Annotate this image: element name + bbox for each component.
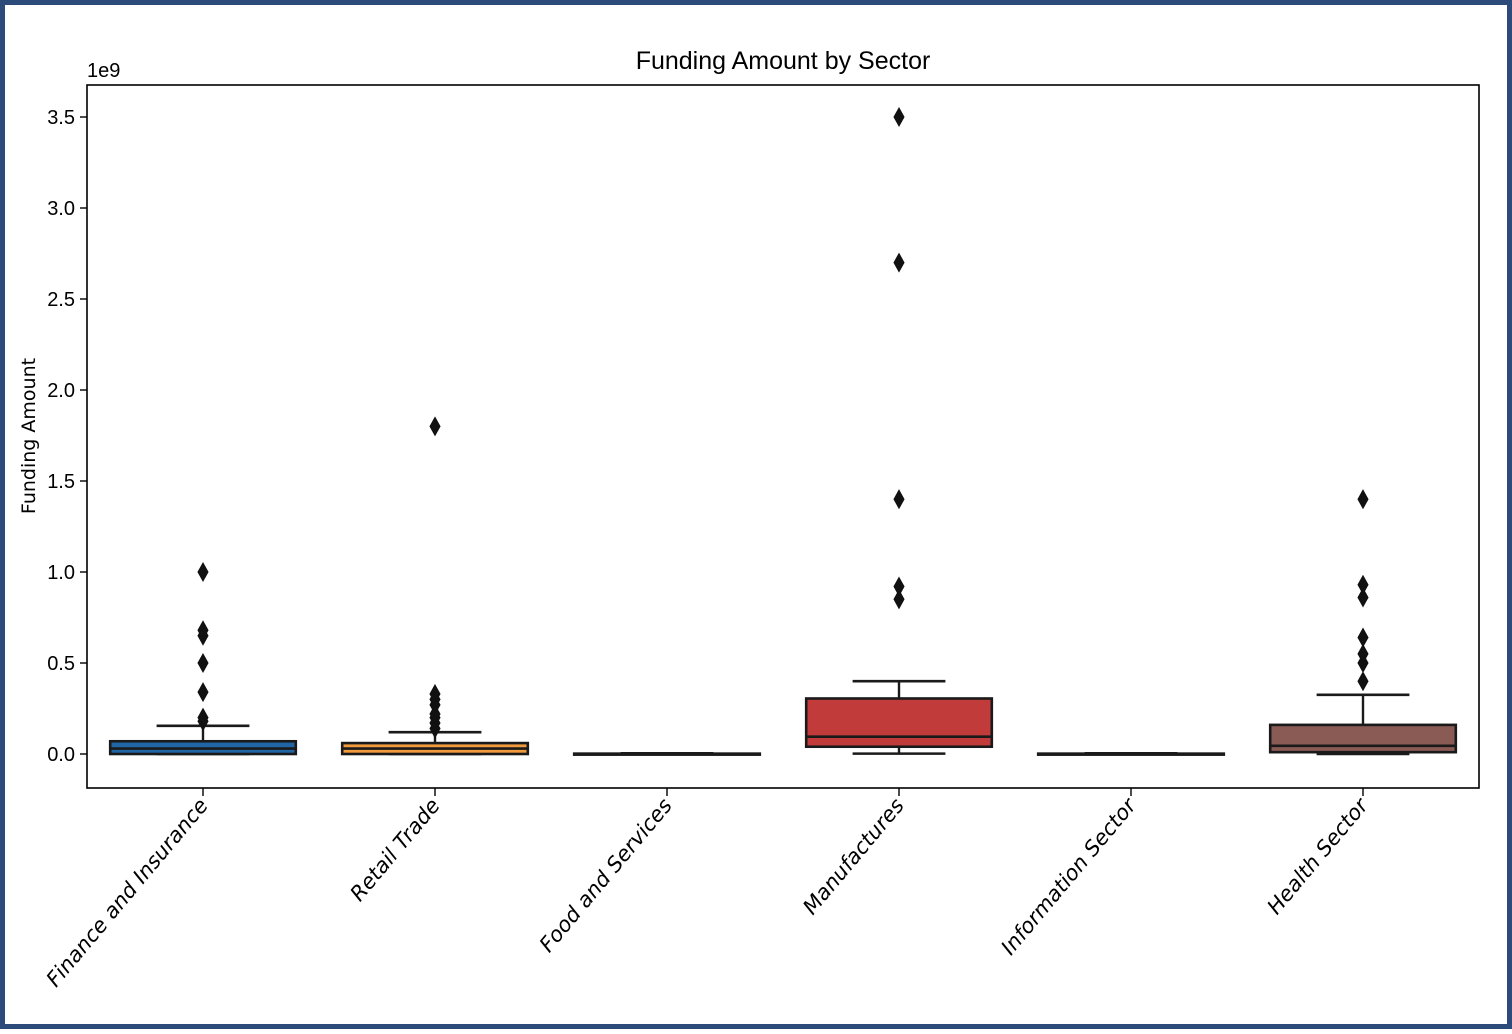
plot-area [86, 84, 1480, 789]
iqr-box [1268, 723, 1458, 754]
outlier-point [893, 589, 905, 610]
y-tick-label: 1.5 [47, 471, 75, 493]
y-tick-label: 2.5 [47, 289, 75, 311]
y-tick-label: 0.0 [47, 744, 75, 766]
box-health-sector [1268, 489, 1458, 756]
outlier-point [1357, 574, 1369, 595]
x-tick-label: Retail Trade [346, 794, 445, 906]
x-tick-label: Information Sector [996, 793, 1141, 960]
box-finance-and-insurance [108, 561, 298, 756]
outlier-point [893, 576, 905, 597]
box-manufactures [804, 106, 994, 755]
outlier-point [1357, 587, 1369, 608]
y-axis-label: Funding Amount [18, 358, 40, 514]
iqr-box [804, 697, 994, 749]
outlier-point [197, 561, 209, 583]
x-tick-label: Health Sector [1262, 793, 1373, 919]
outlier-point [893, 252, 905, 273]
outlier-point [197, 682, 209, 703]
outlier-point [197, 707, 209, 728]
y-tick-label: 1.0 [47, 562, 75, 584]
outlier-point [197, 652, 209, 674]
chart-title: Funding Amount by Sector [636, 47, 931, 75]
x-tick-label: Food and Services [535, 794, 677, 957]
outlier-point [1357, 489, 1369, 510]
y-tick-label: 0.5 [47, 653, 75, 675]
outlier-point [1357, 627, 1369, 648]
x-tick-label: Manufactures [798, 794, 909, 919]
outlier-point [893, 489, 905, 510]
x-axis: Finance and Insurance Retail Trade Food an… [42, 788, 1374, 991]
box-retail-trade [340, 416, 530, 756]
y-tick-label: 3.0 [47, 198, 75, 220]
box-plot-chart: Funding Amount by Sector 1e9 Funding Amo… [18, 47, 1480, 991]
y-tick-label: 3.5 [47, 107, 75, 129]
outlier-point [1357, 643, 1369, 664]
outlier-point [429, 416, 441, 437]
outlier-point [197, 620, 209, 641]
y-tick-label: 2.0 [47, 380, 75, 402]
outlier-point [893, 106, 905, 128]
box-food-and-services [572, 751, 762, 756]
x-tick-label: Finance and Insurance [42, 794, 213, 992]
boxes-group [108, 106, 1458, 756]
outlier-point [429, 683, 441, 704]
box-information-sector [1036, 751, 1226, 756]
y-axis: 0.0 0.5 1.0 1.5 2.0 2.5 3.0 3.5 [47, 107, 87, 766]
outlier-point [1357, 671, 1369, 692]
y-axis-offset-label: 1e9 [87, 60, 120, 82]
